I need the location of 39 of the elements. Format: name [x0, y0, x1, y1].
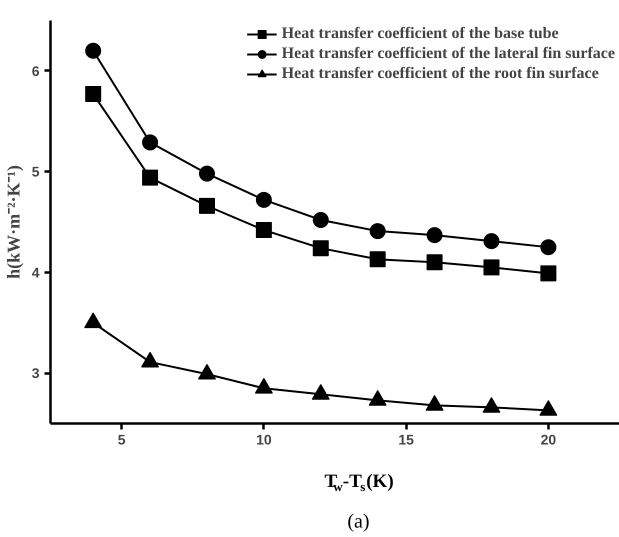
- point: [84, 312, 102, 328]
- point: [141, 352, 160, 368]
- legend-label: Heat transfer coefficient of the lateral fin surface: [282, 45, 615, 63]
- x-tick-label: 5: [118, 432, 126, 448]
- x-tick-label: 20: [540, 432, 556, 448]
- point: [85, 86, 102, 102]
- point: [483, 259, 500, 276]
- point: [198, 166, 215, 182]
- point: [540, 239, 556, 256]
- point: [483, 233, 500, 250]
- legend-label: Heat transfer coefficient of the base tube: [282, 25, 559, 43]
- y-tick-label: 4: [32, 264, 40, 280]
- point: [142, 134, 158, 150]
- point: [142, 170, 158, 186]
- point: [539, 400, 558, 416]
- point: [482, 397, 500, 413]
- point: [426, 395, 444, 411]
- legend-label: Heat transfer coefficient of the root fin surface: [282, 65, 599, 83]
- point: [198, 198, 215, 214]
- point: [256, 192, 272, 208]
- x-tick-label: 15: [398, 432, 414, 448]
- point: [312, 240, 329, 256]
- point: [368, 390, 387, 406]
- point: [256, 222, 272, 238]
- point: [370, 251, 386, 268]
- point: [540, 265, 556, 282]
- point: [254, 378, 273, 394]
- point: [312, 384, 330, 400]
- point: [370, 223, 386, 240]
- y-axis-title: h(kW·m⁻²·K⁻¹): [4, 165, 24, 279]
- point: [426, 254, 443, 270]
- y-tick-label: 5: [32, 164, 40, 180]
- point: [426, 227, 443, 244]
- y-tick-label: 6: [32, 62, 40, 79]
- x-tick-label: 10: [256, 432, 272, 448]
- text: (a): [347, 510, 370, 532]
- point: [198, 364, 216, 380]
- point: [312, 212, 329, 228]
- y-tick-label: 3: [32, 365, 40, 382]
